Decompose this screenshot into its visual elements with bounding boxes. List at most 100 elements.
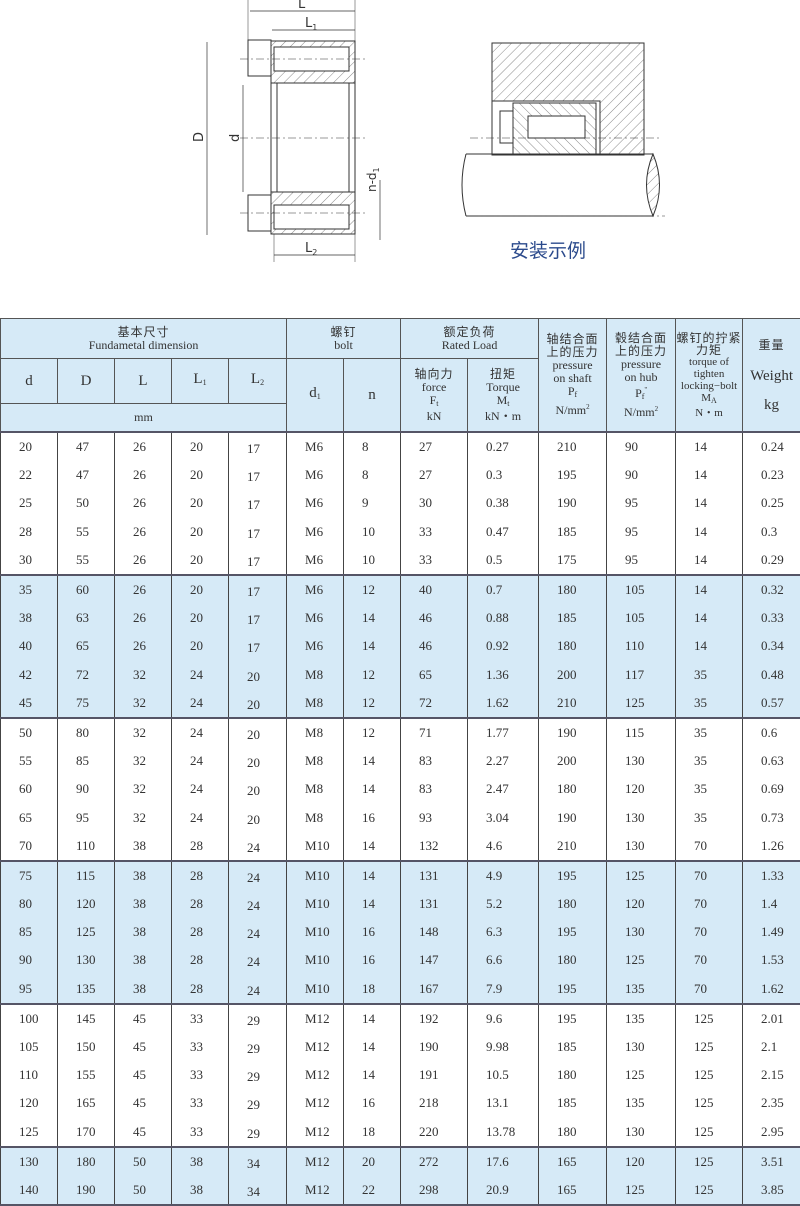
cell-torque: 0.27 [468,432,539,461]
cell-L2: 24 [229,946,287,974]
cell-n: 10 [344,546,401,575]
cell-d1: M12 [287,1061,344,1089]
cell-n: 14 [344,632,401,660]
cell-bolt-torque: 35 [676,747,743,775]
cell-weight: 0.3 [743,518,800,546]
cell-d: 20 [1,432,58,461]
cell-weight: 1.49 [743,918,800,946]
cell-torque: 20.9 [468,1176,539,1205]
cell-D: 150 [58,1033,115,1061]
cell-n: 16 [344,946,401,974]
cell-n: 8 [344,432,401,461]
cell-weight: 3.51 [743,1147,800,1176]
cell-L: 26 [115,575,172,604]
cell-weight: 0.34 [743,632,800,660]
cell-D: 72 [58,661,115,689]
cell-torque: 0.5 [468,546,539,575]
cell-D: 135 [58,975,115,1004]
cell-L2: 20 [229,775,287,803]
cell-p-shaft: 210 [539,689,607,718]
cell-torque: 4.6 [468,832,539,861]
cell-L2: 17 [229,575,287,604]
cell-L2: 20 [229,661,287,689]
cell-L: 38 [115,861,172,890]
cell-d: 90 [1,946,58,974]
cell-torque: 4.9 [468,861,539,890]
cell-L2: 29 [229,1118,287,1147]
cell-n: 18 [344,975,401,1004]
dim-label-L1: L1 [305,16,317,32]
cell-bolt-torque: 125 [676,1033,743,1061]
cell-p-hub: 105 [607,575,676,604]
cell-D: 170 [58,1118,115,1147]
cell-d: 120 [1,1089,58,1117]
cell-p-shaft: 200 [539,747,607,775]
cell-L: 32 [115,803,172,831]
cell-weight: 2.01 [743,1004,800,1033]
cell-p-hub: 130 [607,803,676,831]
cell-L2: 34 [229,1176,287,1205]
cell-p-hub: 130 [607,1118,676,1147]
cell-weight: 2.35 [743,1089,800,1117]
cell-d1: M10 [287,890,344,918]
cell-weight: 0.57 [743,689,800,718]
cell-d1: M12 [287,1176,344,1205]
cell-L: 45 [115,1118,172,1147]
cell-p-hub: 135 [607,975,676,1004]
cell-D: 115 [58,861,115,890]
cell-p-hub: 90 [607,461,676,489]
cell-d1: M6 [287,432,344,461]
cell-d1: M10 [287,832,344,861]
cell-torque: 1.36 [468,661,539,689]
cell-p-hub: 95 [607,518,676,546]
cell-p-shaft: 180 [539,632,607,660]
cell-bolt-torque: 14 [676,546,743,575]
cell-torque: 7.9 [468,975,539,1004]
cell-p-hub: 130 [607,747,676,775]
cell-torque: 0.92 [468,632,539,660]
cell-L: 38 [115,975,172,1004]
cell-weight: 1.53 [743,946,800,974]
cell-d1: M8 [287,747,344,775]
cell-L1: 24 [172,718,229,747]
cell-d1: M12 [287,1004,344,1033]
cell-p-shaft: 185 [539,604,607,632]
cell-d: 75 [1,861,58,890]
cell-p-hub: 110 [607,632,676,660]
cell-p-shaft: 185 [539,1089,607,1117]
cell-L1: 33 [172,1089,229,1117]
cell-p-hub: 120 [607,890,676,918]
cell-d1: M8 [287,689,344,718]
cell-torque: 0.38 [468,489,539,517]
cell-L2: 17 [229,489,287,517]
cell-p-hub: 120 [607,1147,676,1176]
cell-D: 65 [58,632,115,660]
cell-bolt-torque: 70 [676,890,743,918]
cell-L1: 28 [172,890,229,918]
cell-L2: 17 [229,461,287,489]
cell-d1: M6 [287,489,344,517]
cell-d: 45 [1,689,58,718]
cell-d: 140 [1,1176,58,1205]
cell-force: 72 [401,689,468,718]
cell-p-shaft: 210 [539,832,607,861]
cell-p-hub: 135 [607,1089,676,1117]
cell-L1: 28 [172,861,229,890]
cell-bolt-torque: 14 [676,604,743,632]
cell-d: 35 [1,575,58,604]
cell-L: 26 [115,632,172,660]
cell-L: 50 [115,1176,172,1205]
cell-torque: 9.98 [468,1033,539,1061]
